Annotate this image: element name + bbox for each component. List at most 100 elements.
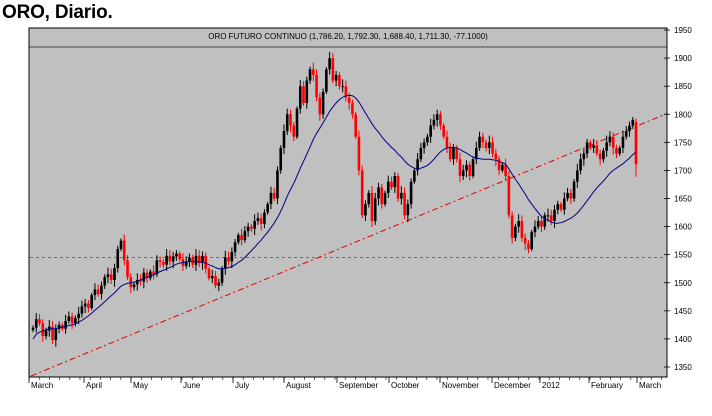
bar-body (523, 237, 527, 244)
bar-body (259, 218, 263, 224)
price-bar (514, 223, 517, 242)
price-bar (527, 240, 530, 254)
bar-body (468, 164, 472, 177)
bar-body (478, 136, 481, 148)
bar-body (178, 253, 181, 260)
bar-body (331, 58, 335, 81)
bar-body (100, 285, 103, 294)
bar-body (530, 232, 533, 250)
bar-body (74, 318, 77, 324)
price-bar (576, 163, 579, 188)
x-tick-label: November (442, 381, 479, 390)
price-bar (390, 176, 393, 191)
y-tick-label: 1500 (674, 279, 692, 288)
price-bar (347, 92, 351, 110)
price-bar (67, 311, 71, 324)
price-bar (602, 147, 605, 163)
bar-body (377, 187, 380, 199)
price-bar (106, 267, 110, 284)
bar-body (168, 255, 172, 262)
bar-body (572, 181, 576, 199)
price-bar (615, 144, 618, 159)
bar-body (386, 181, 390, 193)
bar-body (272, 192, 276, 199)
bar-body (338, 74, 341, 87)
y-tick-label: 1750 (674, 138, 692, 147)
price-bar (488, 135, 491, 155)
bar-body (90, 295, 93, 309)
price-bar (409, 178, 413, 209)
x-tick-label: March (639, 381, 661, 390)
bar-body (370, 192, 374, 221)
y-tick-label: 1950 (674, 26, 692, 35)
bar-body (162, 261, 165, 265)
price-bar (83, 299, 87, 314)
bar-body (38, 319, 41, 324)
price-bar (113, 263, 116, 287)
bar-body (126, 260, 129, 278)
price-bar (400, 186, 403, 205)
price-bar (70, 312, 74, 329)
price-bar (90, 292, 93, 311)
price-bar (585, 138, 589, 159)
bar-body (517, 220, 520, 227)
price-bar (611, 132, 615, 155)
price-bar (474, 141, 478, 165)
x-tick-label: October (391, 381, 420, 390)
price-bar (504, 158, 507, 182)
price-bar (240, 228, 243, 246)
price-bar (158, 256, 162, 268)
price-bar (536, 215, 540, 230)
price-bar (197, 250, 201, 268)
y-tick-label: 1700 (674, 166, 692, 175)
trend-line (30, 113, 667, 377)
price-bar (520, 215, 524, 242)
bar-body (579, 159, 582, 171)
bar-body (64, 320, 67, 329)
price-bar (246, 222, 250, 237)
price-bar (406, 199, 410, 223)
bar-body (109, 274, 113, 280)
bar-body (608, 136, 612, 143)
bar-body (605, 142, 608, 151)
price-bar (321, 88, 325, 119)
bar-body (93, 289, 97, 296)
price-bar (119, 238, 123, 252)
bar-body (149, 271, 152, 279)
price-bar (572, 178, 576, 202)
price-bar (263, 209, 266, 229)
bar-body (230, 251, 234, 262)
bar-body (426, 136, 429, 143)
bar-body (54, 328, 58, 341)
price-bar (145, 269, 149, 283)
bar-body (540, 220, 543, 227)
bar-body (390, 181, 393, 188)
price-bar (416, 153, 419, 176)
price-bar (448, 142, 452, 162)
price-bar (383, 190, 387, 207)
bar-body (220, 268, 224, 283)
bar-body (83, 303, 87, 307)
bar-body (136, 279, 139, 285)
price-bar (74, 315, 77, 327)
bar-body (325, 69, 328, 92)
bar-body (533, 226, 537, 233)
price-bar (540, 217, 543, 233)
price-bar (523, 233, 527, 251)
price-bar (338, 72, 341, 90)
bar-body (207, 268, 211, 279)
price-bar (87, 300, 90, 313)
bar-body (497, 159, 501, 171)
price-bar (582, 149, 586, 166)
price-bar (491, 136, 494, 158)
bar-body (132, 284, 136, 288)
price-bar (188, 253, 191, 268)
price-bar (370, 186, 374, 228)
bar-body (250, 226, 253, 229)
price-bar (308, 66, 312, 84)
bar-body (204, 255, 208, 269)
y-tick-label: 1600 (674, 223, 692, 232)
bar-body (106, 274, 110, 278)
price-bar (533, 220, 537, 238)
